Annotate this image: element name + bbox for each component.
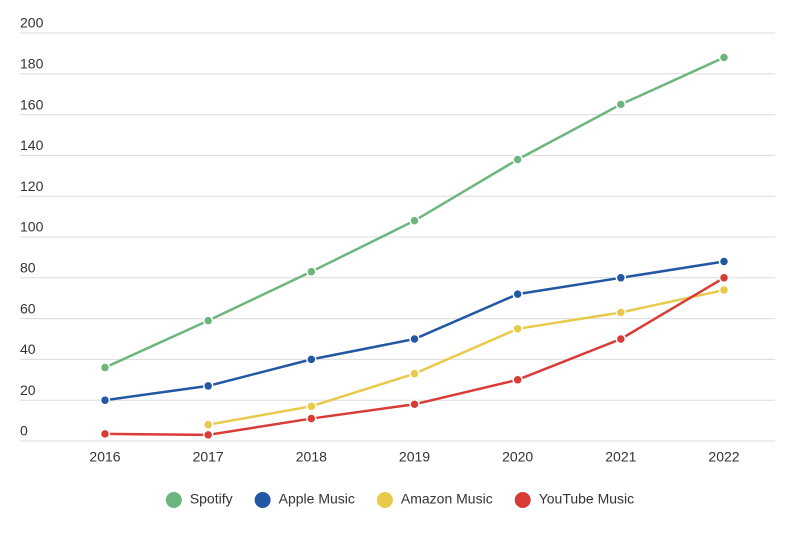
data-point bbox=[718, 256, 730, 267]
x-tick-label: 2016 bbox=[89, 449, 120, 465]
data-point bbox=[306, 354, 317, 365]
y-tick-label: 60 bbox=[20, 300, 36, 316]
data-point bbox=[99, 428, 111, 440]
data-point bbox=[512, 154, 523, 165]
data-point bbox=[202, 419, 214, 430]
x-tick-label: 2019 bbox=[399, 449, 430, 465]
series-line bbox=[104, 260, 725, 402]
x-tick-label: 2017 bbox=[193, 449, 224, 465]
y-tick-label: 100 bbox=[20, 219, 44, 235]
data-point bbox=[202, 315, 214, 326]
data-point bbox=[615, 99, 627, 110]
y-tick-label: 0 bbox=[20, 423, 28, 439]
data-point bbox=[99, 394, 111, 406]
data-point bbox=[615, 307, 627, 318]
x-tick-label: 2020 bbox=[502, 449, 533, 465]
data-point bbox=[718, 52, 730, 63]
y-tick-label: 140 bbox=[20, 137, 44, 153]
y-tick-label: 40 bbox=[20, 341, 36, 357]
y-tick-label: 180 bbox=[20, 56, 44, 72]
y-tick-label: 200 bbox=[20, 15, 44, 31]
data-point bbox=[512, 288, 523, 300]
legend-label: Apple Music bbox=[279, 491, 355, 507]
data-point bbox=[409, 333, 420, 345]
data-point bbox=[718, 272, 730, 284]
y-tick-label: 80 bbox=[20, 260, 36, 276]
data-point bbox=[512, 374, 523, 386]
data-point bbox=[409, 368, 420, 379]
series-line bbox=[104, 276, 725, 437]
data-point bbox=[615, 272, 627, 284]
x-tick-label: 2021 bbox=[605, 449, 636, 465]
y-tick-label: 120 bbox=[20, 178, 44, 194]
data-point bbox=[306, 266, 317, 277]
legend-marker bbox=[514, 492, 531, 508]
legend-marker bbox=[254, 492, 271, 508]
data-point bbox=[306, 401, 317, 412]
legend-marker bbox=[165, 492, 182, 508]
legend-marker bbox=[376, 492, 393, 508]
data-point bbox=[202, 429, 214, 441]
data-point bbox=[409, 215, 420, 226]
legend-label: Amazon Music bbox=[401, 491, 493, 507]
data-point bbox=[615, 333, 627, 345]
y-tick-label: 20 bbox=[20, 382, 36, 398]
data-point bbox=[718, 284, 730, 296]
y-tick-label: 160 bbox=[20, 96, 44, 112]
legend-label: Spotify bbox=[190, 491, 233, 507]
data-point bbox=[99, 362, 111, 373]
legend-label: YouTube Music bbox=[539, 491, 634, 507]
data-point bbox=[409, 399, 420, 410]
x-tick-label: 2018 bbox=[296, 449, 327, 465]
data-point bbox=[202, 380, 214, 392]
data-point bbox=[306, 413, 317, 424]
data-point bbox=[512, 323, 523, 335]
series-line bbox=[207, 288, 725, 426]
x-tick-label: 2022 bbox=[708, 449, 739, 465]
series-line bbox=[104, 56, 725, 369]
